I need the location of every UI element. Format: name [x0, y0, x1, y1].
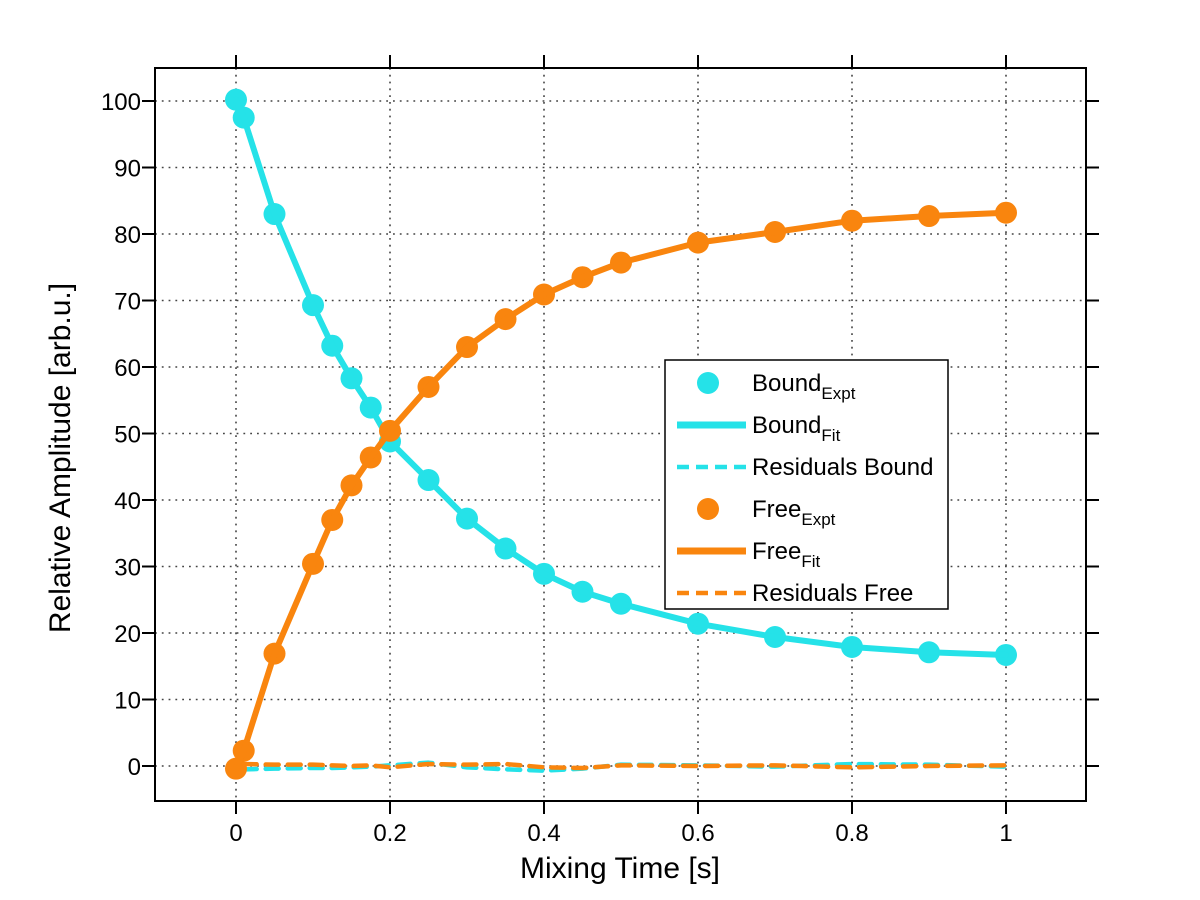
legend-label: FreeExpt [752, 496, 836, 529]
tick-marks [142, 55, 1099, 814]
y-tick-label: 30 [114, 555, 141, 582]
legend-marker-swatch [697, 372, 719, 394]
y-tick-label: 60 [114, 355, 141, 382]
legend-box [664, 359, 949, 610]
y-tick-label: 100 [101, 89, 141, 116]
legend-label: BoundFit [752, 412, 841, 445]
y-tick-label: 80 [114, 222, 141, 249]
y-tick-label: 90 [114, 156, 141, 183]
y-tick-label: 20 [114, 621, 141, 648]
legend-label: Residuals Free [752, 580, 913, 607]
legend-label: Residuals Bound [752, 454, 933, 481]
residuals-bound-line [241, 760, 1009, 773]
y-tick-label: 70 [114, 289, 141, 316]
bound-fit-line [233, 96, 1009, 658]
legend-label: BoundExpt [752, 370, 856, 403]
x-tick-label: 0.8 [835, 820, 868, 847]
x-tick-label: 0 [229, 820, 242, 847]
legend-marker-swatch [697, 498, 719, 520]
y-tick-label: 40 [114, 488, 141, 515]
legend-label: FreeFit [752, 538, 821, 571]
x-tick-label: 0.6 [681, 820, 714, 847]
x-tick-label: 1 [999, 820, 1012, 847]
x-tick-label: 0.4 [527, 820, 560, 847]
legend: BoundExpt BoundFit Residuals Bound FreeExpt… [664, 359, 949, 610]
free-fit-line [233, 209, 1009, 772]
y-tick-label: 0 [128, 754, 141, 781]
y-axis-label: Relative Amplitude [arb.u.] [44, 283, 77, 633]
x-axis-label: Mixing Time [s] [520, 852, 720, 885]
residuals-free-line [241, 761, 1009, 771]
series-layer [225, 88, 1017, 780]
y-tick-label: 50 [114, 422, 141, 449]
y-tick-label: 10 [114, 688, 141, 715]
x-tick-label: 0.2 [373, 820, 406, 847]
